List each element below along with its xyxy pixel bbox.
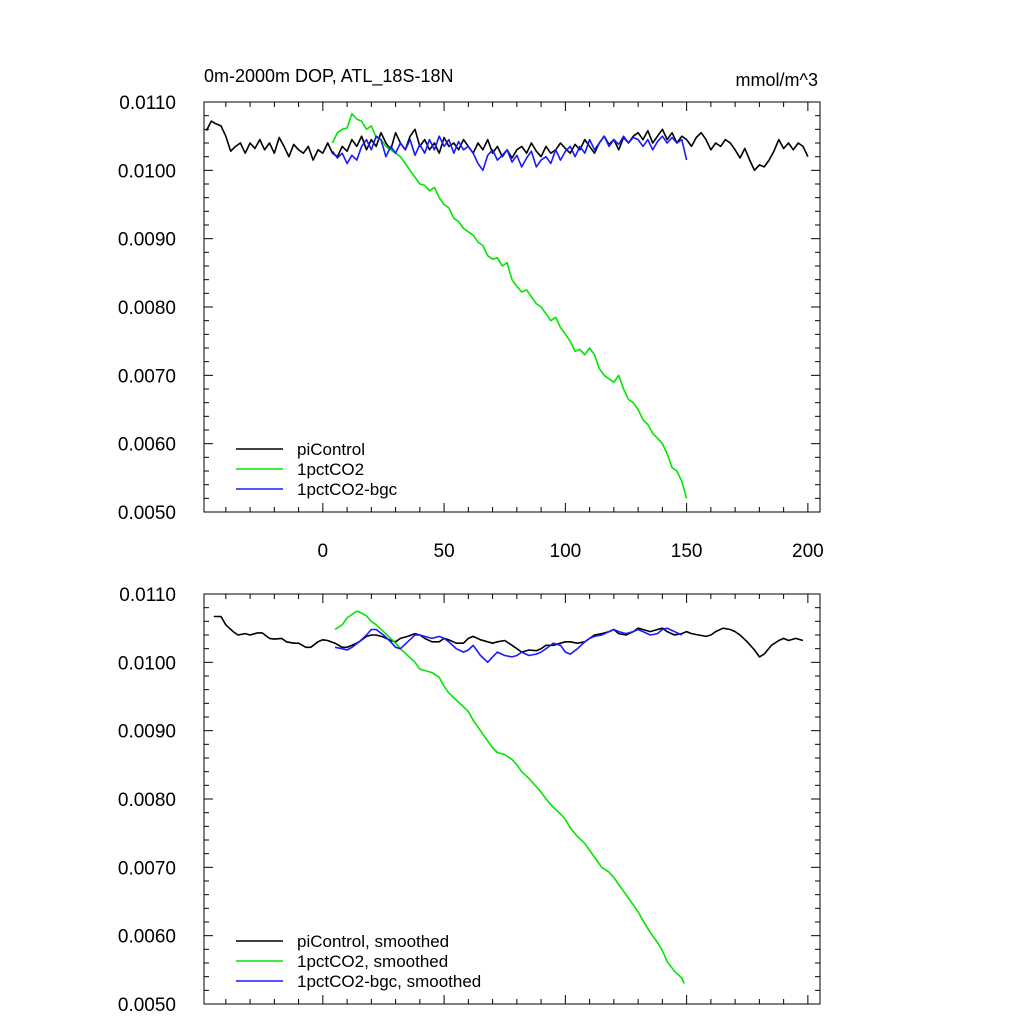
- y-tick-label: 0.0100: [118, 161, 176, 182]
- y-tick-label: 0.0060: [118, 435, 176, 456]
- series-line-1: [205, 120, 809, 172]
- legend-label: 1pctCO2-bgc, smoothed: [297, 972, 481, 991]
- x-tick-label: 100: [550, 541, 582, 562]
- x-tick-label: 0: [318, 541, 329, 562]
- y-tick-label: 0.0070: [118, 366, 176, 387]
- y-tick-label: 0.0050: [118, 503, 176, 524]
- chart-title: 0m-2000m DOP, ATL_18S-18N: [204, 66, 453, 87]
- x-tick-label: 200: [792, 541, 824, 562]
- y-tick-label: 0.0110: [119, 585, 176, 606]
- panel-2: 0.0110 0.0100 0.0090 0.0080 0.0070 0.0060 0.00…: [118, 585, 821, 1016]
- y-tick-label: 0.0100: [118, 653, 176, 674]
- y-tick-label: 0.0060: [118, 927, 176, 948]
- series-line-1: [213, 615, 804, 658]
- series-line-2: [331, 112, 688, 499]
- legend-label: 1pctCO2: [297, 460, 364, 479]
- y-tick-label: 0.0070: [118, 858, 176, 879]
- x-tick-label: 150: [671, 541, 703, 562]
- y-tick-label: 0.0090: [118, 230, 176, 251]
- legend-label: piControl, smoothed: [297, 932, 449, 951]
- y-tick-label: 0.0110: [119, 93, 176, 114]
- y-tick-label: 0.0080: [118, 790, 176, 811]
- y-tick-label: 0.0050: [118, 995, 176, 1016]
- panel-1: 0.0110 0.0100 0.0090 0.0080 0.0070 0.0060 0.00…: [118, 66, 824, 562]
- x-tick-label: 50: [434, 541, 455, 562]
- legend-label: 1pctCO2, smoothed: [297, 952, 448, 971]
- y-tick-label: 0.0090: [118, 722, 176, 743]
- legend-label: 1pctCO2-bgc: [297, 480, 398, 499]
- series-line-2: [334, 610, 685, 984]
- legend-label: piControl: [297, 440, 365, 459]
- y-tick-label: 0.0080: [118, 298, 176, 319]
- series-line-3: [331, 135, 688, 172]
- series-line-3: [334, 627, 683, 664]
- units-label: mmol/m^3: [736, 70, 818, 90]
